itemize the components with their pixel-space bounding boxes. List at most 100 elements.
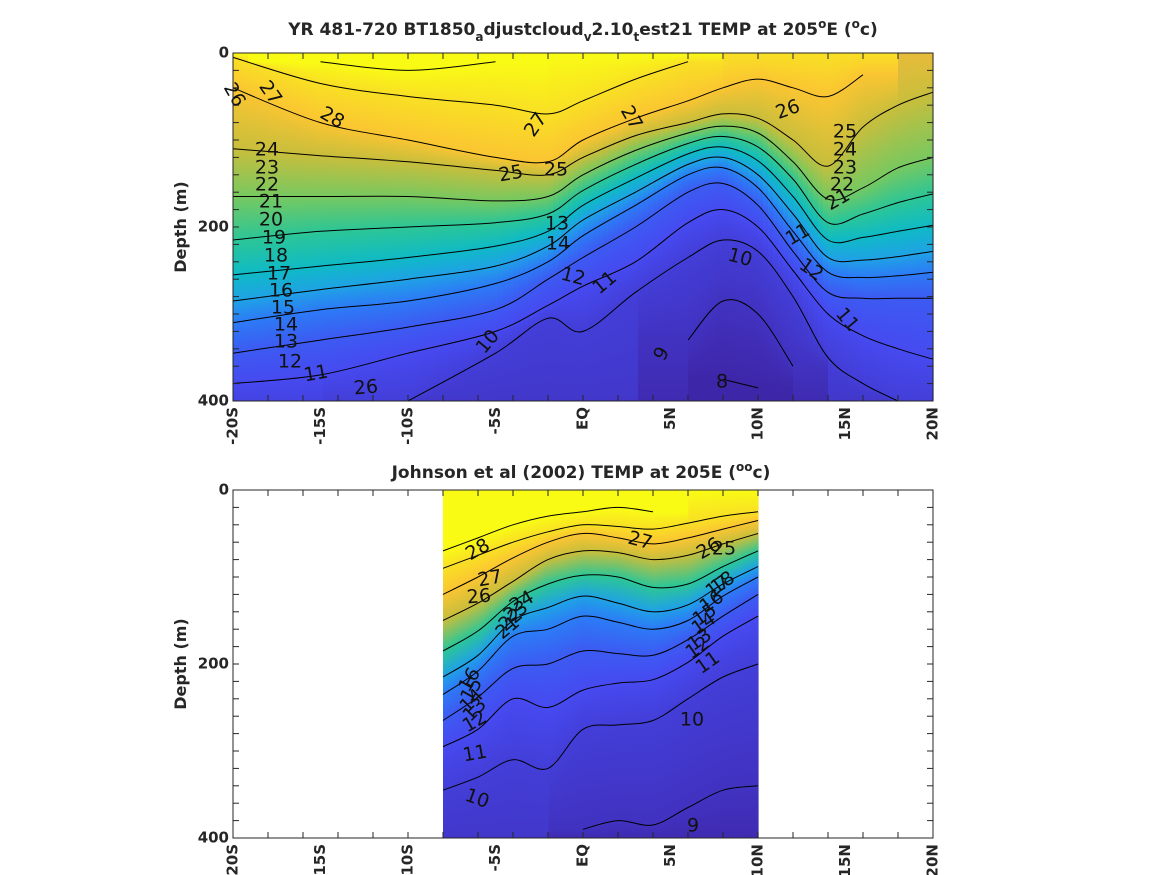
y-tick-label: 400: [198, 392, 229, 410]
heatmap-cell: [463, 53, 469, 401]
heatmap-cell: [535, 490, 539, 838]
heatmap-cell: [903, 53, 909, 401]
heatmap-cell: [643, 53, 649, 401]
y-tick-label: 400: [198, 829, 229, 847]
x-tick-label: 5N: [661, 844, 679, 867]
heatmap-cell: [652, 490, 656, 838]
heatmap-cell: [508, 490, 512, 838]
heatmap-cell: [562, 490, 566, 838]
heatmap-cell: [243, 53, 249, 401]
heatmap-cell: [749, 490, 752, 838]
y-tick-label: 200: [198, 218, 229, 236]
heatmap-cell: [423, 53, 429, 401]
heatmap-cell: [632, 490, 635, 838]
heatmap-cell: [638, 53, 644, 401]
heatmap-cell: [490, 490, 494, 838]
contour-line-12: [442, 593, 759, 721]
heatmap-cell: [470, 490, 473, 838]
heatmap-cell: [318, 53, 324, 401]
contour-line-16: [232, 156, 934, 302]
heatmap-cell: [679, 490, 683, 838]
x-tick-label: 20N: [924, 407, 942, 440]
x-tick-label: 15N: [836, 407, 854, 440]
heatmap-cell: [582, 490, 586, 838]
heatmap-cell: [863, 53, 869, 401]
heatmap-cell: [898, 53, 904, 401]
heatmap-cell: [548, 53, 554, 401]
heatmap-cell: [449, 490, 453, 838]
title-part-mid2: 2.10: [592, 20, 634, 40]
heatmap-cell: [465, 490, 469, 838]
heatmap-cell: [499, 490, 503, 838]
heatmap-cell: [443, 490, 446, 838]
heatmap-cell: [418, 53, 424, 401]
heatmap-cell: [263, 53, 269, 401]
heatmap-cell: [641, 490, 644, 838]
heatmap-cell: [618, 53, 624, 401]
axis-ticks-bottom: -20S -15S -10S -5S EQ 5N 10N 15N 20N 0 200 400: [198, 481, 942, 875]
x-tick-label: EQ: [574, 844, 592, 867]
heatmap-cell: [643, 490, 647, 838]
contour-line-8: [722, 378, 759, 389]
heatmap-cell: [298, 53, 304, 401]
heatmap-cell: [283, 53, 289, 401]
x-tick-label: 5N: [661, 407, 679, 430]
title-part-suffix: c): [753, 463, 771, 483]
heatmap-cell: [688, 53, 694, 401]
contour-lines-bottom: [442, 506, 759, 830]
heatmap-cell: [453, 53, 459, 401]
heatmap-cell: [578, 53, 584, 401]
contour-line-26: [232, 74, 864, 164]
contour-line-27: [442, 511, 759, 569]
x-tick-label: EQ: [574, 407, 592, 430]
heatmap-cell: [338, 53, 344, 401]
contour-line-28: [442, 506, 654, 552]
heatmap-cell: [731, 490, 734, 838]
heatmap-cell: [808, 53, 814, 401]
heatmap-cell: [368, 53, 374, 401]
heatmap-cell: [539, 490, 543, 838]
heatmap-cell: [288, 53, 294, 401]
heatmap-cell: [908, 53, 914, 401]
heatmap-cell: [605, 490, 608, 838]
x-tick-label: 15N: [836, 844, 854, 875]
heatmap-cell: [383, 53, 389, 401]
heatmap-cell: [656, 490, 660, 838]
heatmap-cell: [710, 490, 714, 838]
x-tick-label: -5S: [486, 844, 504, 871]
heatmap-cell: [571, 490, 575, 838]
heatmap-cell: [518, 53, 524, 401]
heatmap-cell: [686, 490, 689, 838]
contour-label: 20: [259, 209, 283, 231]
heatmap-cell: [708, 53, 714, 401]
heatmap-cell: [913, 53, 919, 401]
heatmap-cell: [648, 53, 654, 401]
contour-label: 12: [278, 351, 302, 373]
x-tick-label: -20S: [224, 407, 242, 445]
heatmap-cell: [238, 53, 244, 401]
heatmap-cell: [733, 53, 739, 401]
heatmap-cell: [690, 490, 694, 838]
heatmap-cell: [713, 53, 719, 401]
heatmap-cell: [575, 490, 579, 838]
heatmap-cell: [433, 53, 439, 401]
heatmap-cell: [537, 490, 541, 838]
y-axis-label-top: Depth (m): [171, 181, 190, 273]
contour-line-24: [232, 91, 934, 176]
contour-label: 10: [680, 709, 704, 731]
heatmap-cell: [627, 490, 631, 838]
heatmap-cell: [443, 53, 449, 401]
contour-line-9: [582, 785, 759, 830]
x-tick-label: -10S: [399, 407, 417, 445]
title-part-mid1: E (: [711, 463, 736, 483]
title-part-sub3: t: [633, 30, 639, 44]
heatmap-cell: [603, 53, 609, 401]
contour-label: 16: [269, 280, 293, 302]
contour-line-24: [442, 533, 759, 621]
heatmap-cell: [699, 490, 703, 838]
title-part-mid1: djustcloud: [483, 20, 583, 40]
title-part-sup2: o: [852, 17, 860, 31]
heatmap-cell: [476, 490, 480, 838]
heatmap-cell: [478, 53, 484, 401]
contour-label: 9: [687, 815, 699, 837]
